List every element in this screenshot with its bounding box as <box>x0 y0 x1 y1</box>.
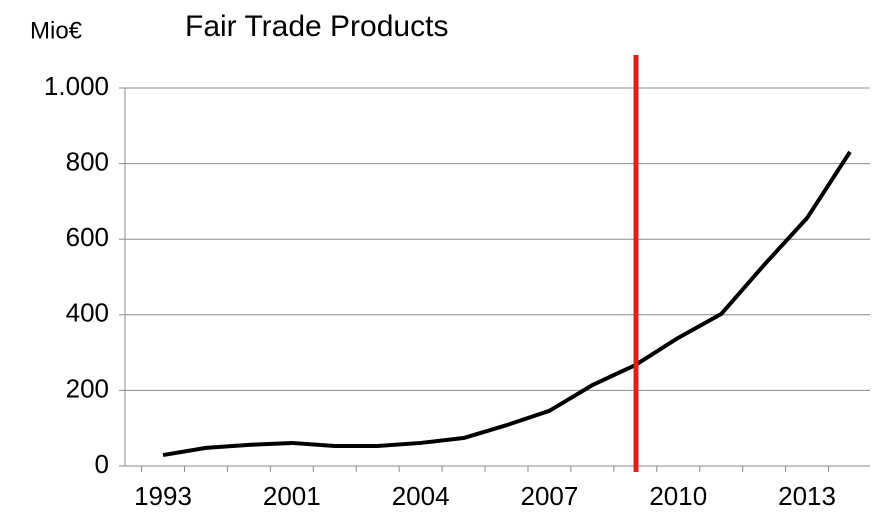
line <box>162 150 852 458</box>
y-axis-label: Mio€ <box>30 17 83 44</box>
y-tick-label: 600 <box>66 222 109 252</box>
x-tick-label: 2004 <box>392 481 450 511</box>
y-tick-label: 400 <box>66 298 109 328</box>
y-tick-label: 800 <box>66 146 109 176</box>
x-tick-label: 1993 <box>134 481 192 511</box>
x-tick-label: 2001 <box>263 481 321 511</box>
x-tick-label: 2013 <box>778 481 836 511</box>
x-tick-label: 2010 <box>649 481 707 511</box>
x-tick-label: 2007 <box>521 481 579 511</box>
chart-title: Fair Trade Products <box>185 10 448 43</box>
y-tick-label: 200 <box>66 373 109 403</box>
y-tick-label: 0 <box>95 449 109 479</box>
y-tick-label: 1.000 <box>44 71 109 101</box>
